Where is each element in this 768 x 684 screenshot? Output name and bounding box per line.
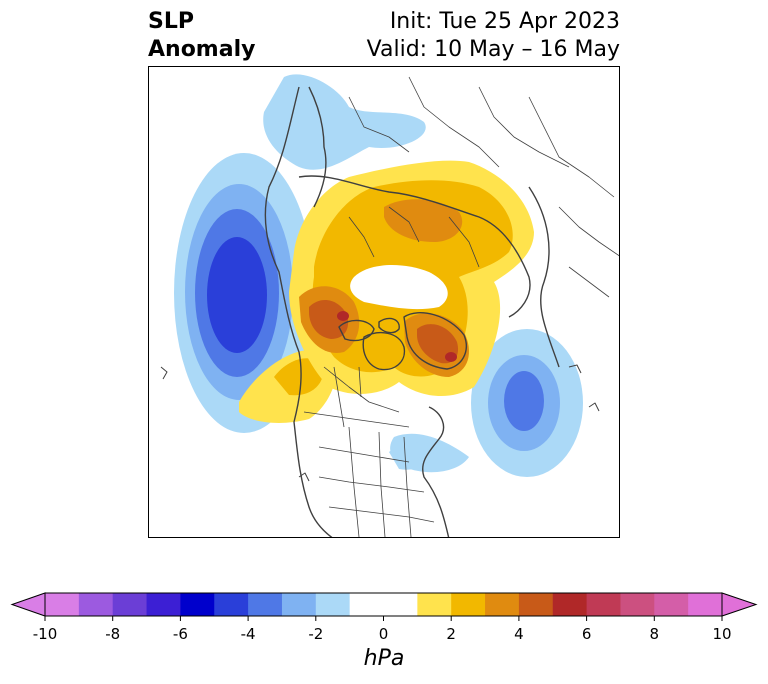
colorbar-tick-label: 4 [514, 625, 524, 643]
colorbar-segment [214, 593, 249, 616]
colorbar-segment [112, 593, 148, 616]
colorbar-segment [417, 593, 452, 616]
colorbar-tick-label: -10 [32, 625, 58, 643]
map-title: SLP Anomaly [148, 8, 255, 64]
colorbar-tick-label: -8 [105, 625, 121, 643]
colorbar-tick-label: -6 [172, 625, 188, 643]
colorbar-segment [552, 593, 588, 616]
init-date: Init: Tue 25 Apr 2023 [389, 9, 620, 34]
title-line-2: Anomaly [148, 37, 256, 62]
high-east-pacific [239, 349, 336, 423]
colorbar-segment [451, 593, 486, 616]
title-line-1: SLP [148, 9, 194, 34]
colorbar-segment [78, 593, 114, 616]
valid-time-label: Init: Tue 25 Apr 2023 Valid: 10 May – 16… [367, 8, 620, 64]
colorbar-tick-label: 2 [446, 625, 456, 643]
colorbar-segment [485, 593, 520, 616]
colorbar-segment [248, 593, 283, 616]
colorbar-tick-label: 8 [649, 625, 660, 643]
valid-range: Valid: 10 May – 16 May [366, 37, 620, 62]
colorbar-segment [349, 593, 418, 616]
colorbar-segment [586, 593, 621, 616]
low-pacific [174, 153, 314, 433]
low-east-us [389, 442, 434, 470]
colorbar-tick-label: 6 [581, 625, 592, 643]
colorbar-over-arrow [721, 592, 758, 617]
colorbar-tick-label: -2 [308, 625, 324, 643]
high-arctic [289, 160, 534, 397]
colorbar-segment [146, 593, 181, 616]
colorbar-tick-label: 0 [378, 625, 389, 643]
anomaly-map [160, 74, 619, 537]
colorbar-segment [180, 593, 215, 616]
colorbar-segment [518, 593, 554, 616]
colorbar-segment [620, 593, 655, 616]
colorbar-segment [315, 593, 351, 616]
colorbar-segment [281, 593, 317, 616]
colorbar-tick-label: -4 [240, 625, 256, 643]
coastlines [160, 76, 619, 537]
colorbar [10, 592, 758, 621]
low-siberia [263, 74, 426, 170]
colorbar-segment [45, 593, 80, 616]
colorbar-unit: hPa [363, 646, 405, 671]
colorbar-tick-label: 10 [712, 625, 732, 643]
colorbar-under-arrow [10, 592, 46, 617]
map-panel [148, 66, 620, 538]
colorbar-segment [688, 593, 723, 616]
colorbar-segment [654, 593, 689, 616]
